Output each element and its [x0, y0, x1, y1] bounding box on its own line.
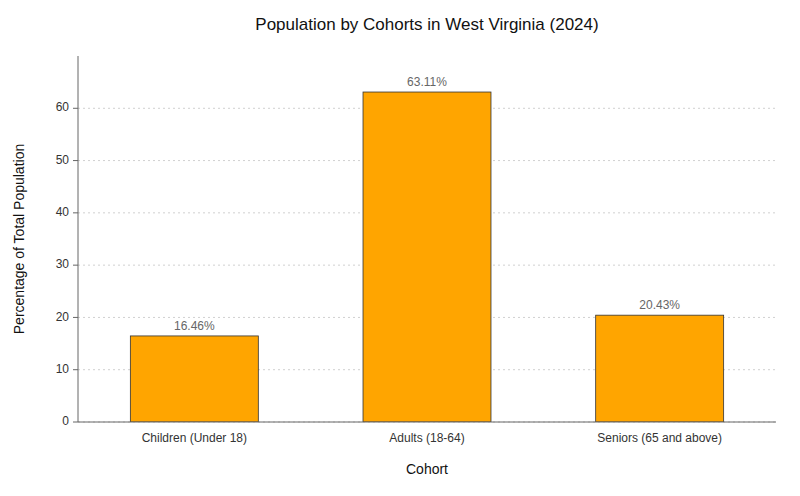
y-tick: [73, 212, 78, 213]
y-tick-label: 10: [56, 362, 70, 376]
data-label: 20.43%: [639, 298, 680, 312]
data-label: 63.11%: [407, 75, 447, 89]
bar: [363, 92, 491, 422]
y-tick-label: 40: [56, 205, 70, 219]
y-axis-line: [78, 56, 79, 422]
y-axis-label: Percentage of Total Population: [11, 144, 27, 334]
chart-container: 0 10 20 30 40 50 60 16.46% 63.11% 20.43% Children …: [0, 0, 800, 496]
grid-line: [78, 422, 776, 423]
x-tick-label: Seniors (65 and above): [597, 431, 722, 445]
bars: [130, 92, 723, 422]
data-labels: 16.46% 63.11% 20.43%: [174, 75, 680, 333]
y-tick: [73, 265, 78, 266]
x-tick-label: Children (Under 18): [142, 431, 247, 445]
data-label: 16.46%: [174, 319, 215, 333]
y-tick-label: 30: [56, 257, 70, 271]
x-axis-label: Cohort: [406, 461, 448, 477]
y-tick: [73, 317, 78, 318]
y-tick: [73, 422, 78, 423]
y-tick-label: 20: [56, 310, 70, 324]
y-tick: [73, 160, 78, 161]
bar: [596, 315, 724, 422]
y-tick-label: 60: [56, 100, 70, 114]
x-tick-label: Adults (18-64): [389, 431, 464, 445]
y-tick: [73, 108, 78, 109]
chart-title: Population by Cohorts in West Virginia (…: [255, 15, 598, 34]
bar: [130, 336, 258, 422]
x-axis-ticks: Children (Under 18) Adults (18-64) Seniors…: [142, 431, 722, 445]
y-tick-label: 0: [62, 414, 69, 428]
y-tick-label: 50: [56, 153, 70, 167]
y-tick: [73, 369, 78, 370]
y-axis-ticks: 0 10 20 30 40 50 60: [56, 100, 78, 428]
chart-svg: 0 10 20 30 40 50 60 16.46% 63.11% 20.43% Children …: [0, 0, 800, 496]
x-axis-line: [78, 422, 776, 423]
axes: [78, 56, 776, 422]
